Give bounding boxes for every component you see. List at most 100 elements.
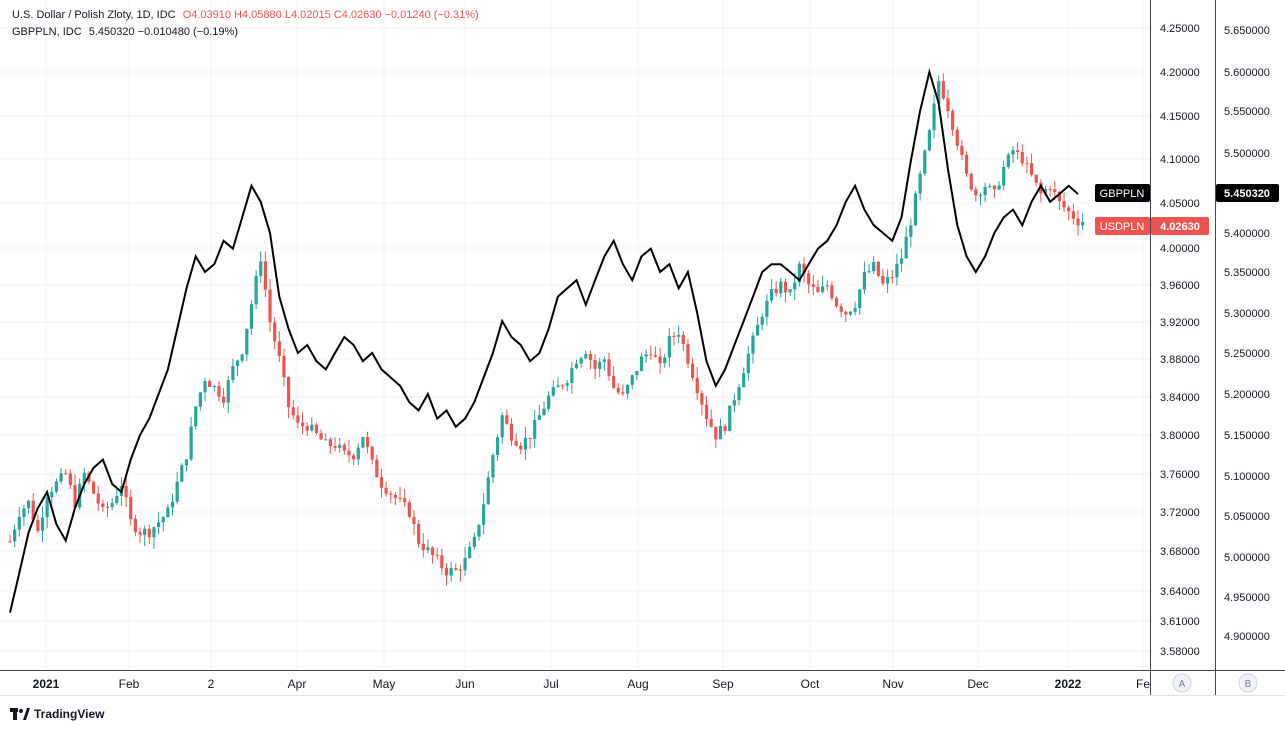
candle-body [547, 395, 551, 409]
usdpln-legend-ohlc: O4.03910 H4.05880 L4.02015 C4.02630 −0.0… [182, 9, 479, 21]
candle-body [974, 189, 978, 196]
candle-body [672, 335, 676, 337]
candle-body [649, 354, 653, 356]
candle-body [64, 473, 68, 475]
candle-body [1053, 189, 1057, 192]
candle-body [217, 386, 221, 397]
candle-body [937, 81, 941, 104]
candle-body [528, 437, 532, 439]
candle-body [477, 524, 481, 537]
candle-body [458, 569, 463, 571]
usdpln-legend[interactable]: U.S. Dollar / Polish Zloty, 1D, IDC O4.0… [12, 9, 483, 21]
candle-body [310, 424, 314, 431]
candle-body [625, 384, 630, 394]
candle-body [988, 185, 992, 187]
candle-body [342, 444, 346, 451]
candle-body [714, 426, 718, 440]
candle-body [886, 277, 890, 284]
axis-a-tick-label: 3.64000 [1160, 586, 1200, 598]
candle-body [593, 359, 597, 369]
tradingview-brand: TradingView [34, 707, 105, 721]
candle-body [31, 500, 35, 520]
candle-body [783, 281, 788, 293]
scale-a-button[interactable]: A [1172, 673, 1192, 693]
candle-body [899, 258, 904, 264]
candle-body [537, 415, 541, 420]
candle-body [96, 493, 100, 504]
candle-body [110, 503, 114, 508]
candle-body [509, 423, 514, 441]
scale-b-button[interactable]: B [1238, 673, 1258, 693]
price-axis-a[interactable]: 4.25000 4.20000 4.15000 4.10000 4.05000 4.000… [1160, 23, 1200, 658]
time-tick-label: Nov [882, 677, 903, 691]
axis-b-tick-label: 5.350000 [1224, 267, 1270, 279]
candle-body [300, 422, 305, 427]
candle-body [923, 150, 927, 174]
candle-body [138, 532, 142, 535]
candle-body [695, 377, 699, 394]
candle-body [245, 328, 249, 355]
candle-body [175, 481, 179, 502]
candle-body [505, 415, 509, 424]
candle-body [254, 275, 258, 305]
usdpln-price-label: 4.02630 [1160, 221, 1200, 233]
candle-body [370, 446, 374, 460]
candle-body [797, 263, 801, 283]
axis-b-tick-label: 5.550000 [1224, 106, 1270, 118]
candle-body [263, 261, 267, 290]
candle-body [491, 454, 495, 478]
candle-body [17, 516, 21, 530]
candle-body [91, 481, 96, 494]
usdpln-candles [8, 73, 1085, 586]
candle-body [560, 385, 565, 387]
candle-body [375, 459, 379, 478]
price-axis-b[interactable]: 5.6500005.6000005.5500005.5000005.450000… [1224, 25, 1270, 643]
candle-body [454, 568, 458, 570]
candle-body [653, 355, 658, 357]
candle-body [834, 298, 839, 307]
candle-body [101, 503, 105, 507]
candle-body [147, 528, 151, 538]
candle-body [895, 263, 899, 278]
time-axis[interactable]: 2021 Feb 2 Apr May Jun Jul Aug Sep Oct Nov Dec 2022 F… [33, 677, 1151, 691]
candle-body [602, 359, 606, 362]
candle-body [235, 360, 240, 367]
candle-body [444, 567, 449, 576]
time-tick-label: 2 [208, 677, 215, 691]
candle-body [737, 387, 741, 401]
candle-body [890, 277, 894, 279]
candle-body [203, 381, 207, 393]
candle-body [468, 546, 472, 558]
axis-b-tick-label: 5.500000 [1224, 148, 1270, 160]
axis-a-tick-label: 3.96000 [1160, 280, 1200, 292]
gbppln-legend[interactable]: GBPPLN, IDC 5.450320 −0.010480 (−0.19%) [12, 26, 242, 38]
candle-body [40, 517, 45, 531]
candle-body [825, 285, 829, 287]
candle-body [124, 486, 128, 498]
candle-body [105, 506, 110, 508]
candle-body [180, 465, 184, 482]
axis-a-tick-label: 3.68000 [1160, 546, 1200, 558]
candle-body [291, 407, 295, 416]
tradingview-logo[interactable]: TradingView [10, 707, 104, 721]
candle-body [997, 185, 1001, 190]
candle-body [756, 324, 760, 336]
candle-body [430, 547, 435, 555]
candle-body [495, 437, 500, 455]
time-tick-label: Sep [712, 677, 734, 691]
candle-body [305, 426, 309, 431]
axis-b-tick-label: 5.650000 [1224, 25, 1270, 37]
candle-body [166, 507, 170, 518]
candle-body [412, 516, 416, 525]
candle-body [616, 387, 620, 393]
candle-body [240, 354, 244, 361]
candle-body [681, 334, 685, 345]
time-tick-label: Fe [1136, 677, 1150, 691]
candle-body [718, 426, 723, 440]
time-tick-label: 2021 [33, 677, 60, 691]
axis-a-tick-label: 3.76000 [1160, 469, 1200, 481]
time-tick-label: Aug [627, 677, 648, 691]
candle-body [129, 497, 133, 519]
candle-body [951, 111, 955, 130]
